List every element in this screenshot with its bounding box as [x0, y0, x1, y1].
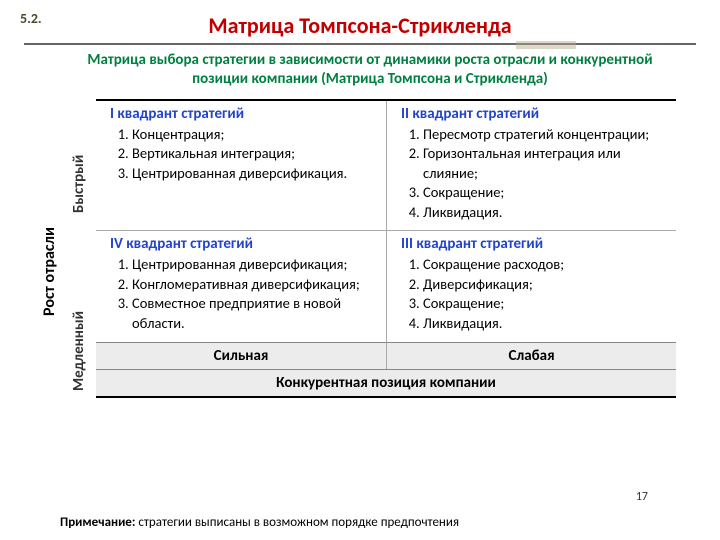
note-text: стратегии выписаны в возможном порядке п… [135, 515, 459, 530]
quadrant-2: II квадрант стратегий Пересмотр стратеги… [386, 101, 676, 231]
quadrant-title: IV квадрант стратегий [110, 235, 376, 253]
quadrant-3: III квадрант стратегий Сокращение расход… [386, 230, 676, 341]
quadrant-title: I квадрант стратегий [110, 105, 376, 123]
page-title: Матрица Томпсона-Стрикленда [24, 12, 696, 39]
list-item: Сокращение; [423, 294, 666, 314]
list-item: Пересмотр стратегий концентрации; [423, 125, 666, 145]
quadrant-list: Сокращение расходов; Диверсификация; Сок… [401, 255, 666, 333]
quadrant-grid: I квадрант стратегий Концентрация; Верти… [96, 99, 676, 342]
quadrant-title: III квадрант стратегий [401, 235, 666, 253]
divider [24, 43, 696, 45]
footnote: Примечание: стратегии выписаны в возможн… [60, 515, 700, 530]
list-item: Совместное предприятие в новой области. [132, 294, 376, 333]
page-number: 17 [636, 490, 648, 504]
list-item: Диверсификация; [423, 275, 666, 295]
list-item: Сокращение; [423, 183, 666, 203]
y-sub-slow: Медленный [70, 271, 88, 431]
list-item: Вертикальная интеграция; [132, 144, 376, 164]
list-item: Ликвидация. [423, 314, 666, 334]
list-item: Конгломеративная диверсификация; [132, 275, 376, 295]
list-item: Сокращение расходов; [423, 255, 666, 275]
x-axis-label: Конкурентная позиция компании [96, 369, 676, 398]
list-item: Центрированная диверсификация; [132, 255, 376, 275]
slide: 5.2. Матрица Томпсона-Стрикленда Матрица… [0, 0, 720, 540]
quadrant-1: I квадрант стратегий Концентрация; Верти… [96, 101, 386, 231]
list-item: Ликвидация. [423, 203, 666, 223]
list-item: Центрированная диверсификация. [132, 164, 376, 184]
x-sub-labels: Сильная Слабая [96, 342, 676, 369]
note-label: Примечание: [60, 515, 135, 530]
x-sub-strong: Сильная [96, 342, 386, 369]
list-item: Горизонтальная интеграция или слияние; [423, 144, 666, 183]
quadrant-list: Центрированная диверсификация; Конгломер… [110, 255, 376, 333]
matrix: Рост отрасли Быстрый Медленный I квадран… [96, 99, 676, 398]
y-axis-label: Рост отрасли [40, 107, 59, 437]
quadrant-list: Концентрация; Вертикальная интеграция; Ц… [110, 125, 376, 184]
x-sub-weak: Слабая [386, 342, 676, 369]
section-number: 5.2. [20, 10, 42, 27]
quadrant-title: II квадрант стратегий [401, 105, 666, 123]
list-item: Концентрация; [132, 125, 376, 145]
y-sub-fast: Быстрый [70, 109, 88, 259]
subtitle: Матрица выбора стратегии в зависимости о… [84, 51, 656, 89]
quadrant-list: Пересмотр стратегий концентрации; Горизо… [401, 125, 666, 223]
quadrant-4: IV квадрант стратегий Центрированная див… [96, 230, 386, 341]
